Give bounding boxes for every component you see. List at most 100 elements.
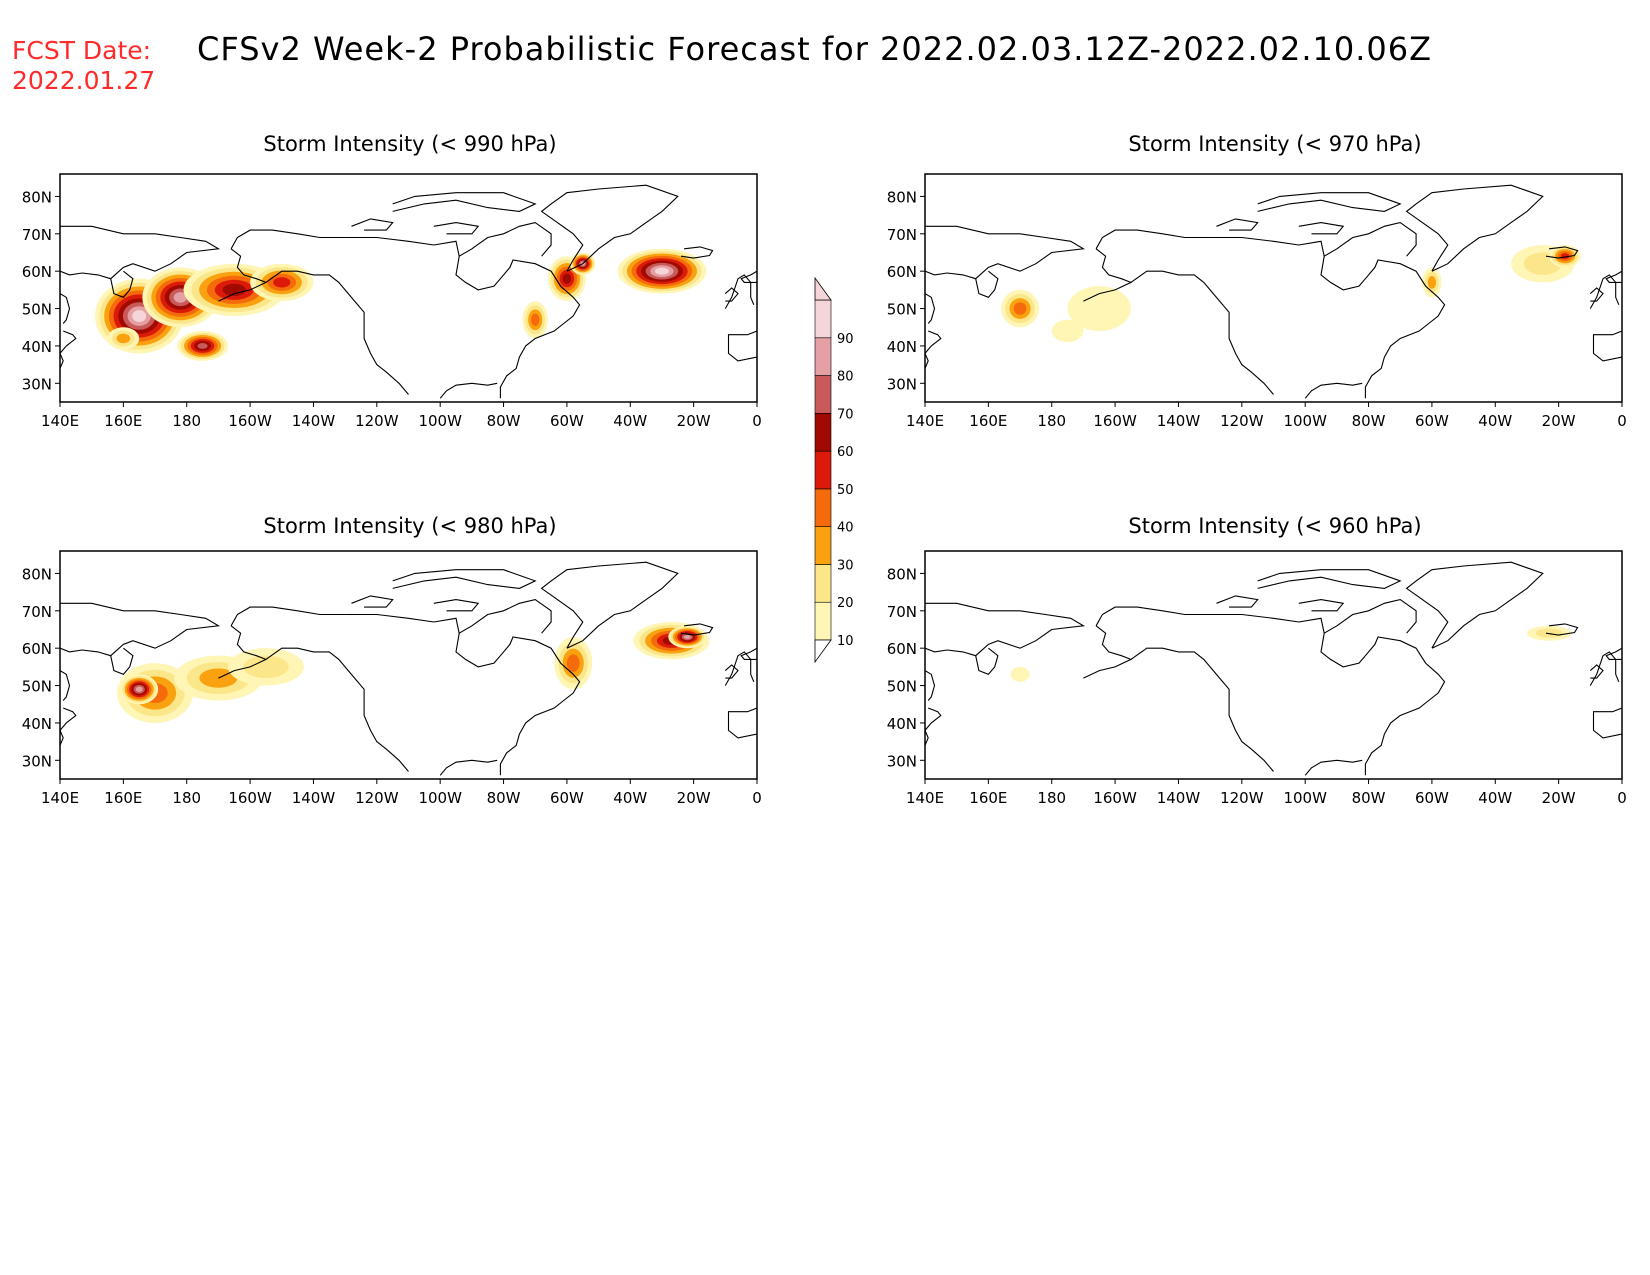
coastline — [1216, 595, 1259, 608]
probability-contour — [1051, 319, 1084, 343]
panel-title-990: Storm Intensity (< 990 hPa) — [263, 132, 557, 156]
lon-label: 120W — [1220, 789, 1264, 807]
coastline — [110, 647, 134, 675]
colorbar-bin — [814, 526, 832, 565]
lat-label: 50N — [22, 301, 52, 319]
colorbar-tick-label: 40 — [837, 521, 854, 536]
map-panel-970: 80N 70N 60N 50N 40N 30N 140E 160E 180 160W 140W 120… — [887, 173, 1627, 430]
lat-label: 60N — [887, 640, 917, 658]
coastline — [1304, 382, 1363, 399]
map-panel-990: 80N 70N 60N 50N 40N 30N 140E 160E 180 160W 140W 120… — [22, 173, 762, 430]
probability-contour — [1013, 302, 1027, 315]
colorbar-tick-label: 10 — [837, 634, 854, 649]
lon-label: 40W — [1478, 412, 1512, 430]
page-title: CFSv2 Week-2 Probabilistic Forecast for … — [197, 30, 1433, 68]
coastline — [740, 647, 757, 660]
probability-contour — [132, 310, 147, 322]
lon-label: 160W — [228, 412, 272, 430]
probability-contour — [273, 277, 291, 288]
map-frame — [924, 550, 1623, 780]
coastline — [60, 330, 77, 369]
lat-label: 70N — [887, 226, 917, 244]
lon-label: 160W — [228, 789, 272, 807]
coastline — [1257, 192, 1402, 212]
lon-label: 160E — [104, 412, 142, 430]
colorbar-bin — [814, 375, 832, 414]
coastline — [60, 293, 71, 324]
lon-label: 140E — [41, 789, 79, 807]
probability-contour — [243, 655, 289, 679]
lat-label: 80N — [887, 565, 917, 583]
lat-label: 30N — [22, 375, 52, 393]
probability-contour — [116, 333, 131, 344]
lat-label: 70N — [22, 226, 52, 244]
map-frame — [59, 173, 758, 403]
coastline — [1405, 184, 1544, 272]
coastline — [925, 330, 942, 369]
coastline — [724, 651, 755, 686]
lon-label: 160E — [969, 789, 1007, 807]
lon-label: 140W — [1157, 789, 1201, 807]
coastline — [218, 625, 268, 679]
lon-label: 100W — [1283, 789, 1327, 807]
lat-label: 60N — [22, 263, 52, 281]
coastline — [1083, 248, 1133, 302]
lat-label: 60N — [887, 263, 917, 281]
lon-label: 180 — [1037, 412, 1066, 430]
coastline — [680, 623, 714, 636]
coastline — [724, 664, 739, 679]
lon-label: 160W — [1093, 789, 1137, 807]
lon-label: 40W — [613, 412, 647, 430]
lon-label: 20W — [677, 789, 711, 807]
lon-label: 20W — [677, 412, 711, 430]
lon-label: 120W — [355, 412, 399, 430]
probability-field — [117, 622, 710, 723]
colorbar-tick-label: 20 — [837, 596, 854, 611]
probability-contour — [173, 292, 188, 303]
coastline — [439, 759, 498, 776]
lat-label: 30N — [887, 375, 917, 393]
colorbar-tick-label: 30 — [837, 558, 854, 573]
colorbar-tick-label: 60 — [837, 445, 854, 460]
coastline — [740, 270, 757, 283]
coastline — [1589, 664, 1604, 679]
coastline — [439, 382, 498, 399]
probability-contour — [1067, 286, 1131, 331]
lon-label: 160E — [104, 789, 142, 807]
lat-label: 70N — [887, 603, 917, 621]
lon-label: 80W — [487, 412, 521, 430]
colorbar-bin — [814, 564, 832, 603]
coastline — [433, 222, 480, 235]
colorbar-bin — [814, 337, 832, 376]
colorbar-tick-label: 70 — [837, 407, 854, 422]
probability-contour — [654, 267, 669, 275]
fcst-date-label: FCST Date: — [12, 36, 152, 65]
probability-contour — [566, 654, 580, 672]
probability-field — [1010, 625, 1572, 682]
lat-label: 50N — [22, 678, 52, 696]
lon-label: 20W — [1542, 412, 1576, 430]
coastlines — [925, 184, 1622, 399]
lon-label: 140W — [292, 412, 336, 430]
coastline — [925, 707, 942, 746]
lat-label: 40N — [22, 715, 52, 733]
coastline — [218, 248, 268, 302]
coastlines — [925, 561, 1622, 776]
coastline — [1592, 707, 1622, 739]
coastline — [1323, 222, 1417, 257]
coastline — [680, 246, 714, 259]
coastline — [351, 218, 394, 231]
lon-label: 180 — [172, 412, 201, 430]
lon-label: 0 — [752, 789, 762, 807]
fcst-date-value: 2022.01.27 — [12, 66, 156, 95]
map-panel-980: 80N 70N 60N 50N 40N 30N 140E 160E 180 160W 140W 120… — [22, 550, 762, 807]
coastline — [1130, 270, 1274, 395]
lat-label: 80N — [887, 188, 917, 206]
probability-contour — [531, 313, 540, 326]
coastline — [724, 287, 739, 302]
lon-label: 80W — [1352, 412, 1386, 430]
lon-label: 100W — [418, 412, 462, 430]
colorbar-top-arrow — [814, 276, 832, 301]
coastline — [230, 229, 346, 250]
coastline — [345, 613, 581, 776]
